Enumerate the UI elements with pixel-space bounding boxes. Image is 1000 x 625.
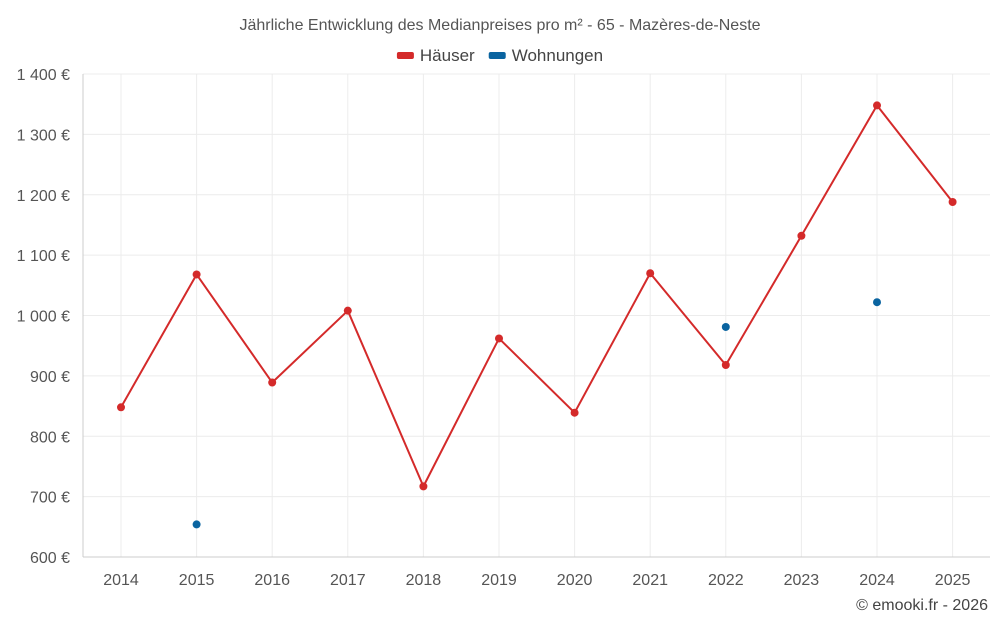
series-layer [117, 101, 957, 529]
y-tick-label: 1 300 € [17, 127, 70, 144]
legend-label: Häuser [420, 46, 475, 65]
data-point-haeuser[interactable] [117, 403, 125, 412]
x-tick-label: 2014 [103, 572, 139, 589]
data-point-haeuser[interactable] [721, 361, 730, 370]
series-line-haeuser [120, 104, 954, 488]
data-point-haeuser[interactable] [873, 101, 881, 110]
x-tick-label: 2015 [179, 572, 215, 589]
x-tick-label: 2018 [406, 572, 442, 589]
x-axis-ticks: 2014 2015 2016 2017 2018 2019 2020 2021 2022 2023… [103, 572, 970, 589]
chart-title: Jährliche Entwicklung des Medianpreises … [239, 17, 760, 34]
x-tick-label: 2021 [632, 572, 668, 589]
credit-text: © emooki.fr - 2026 [856, 597, 988, 614]
y-tick-label: 600 € [30, 550, 70, 567]
x-tick-label: 2017 [330, 572, 366, 589]
data-point-wohnungen[interactable] [192, 520, 201, 529]
x-tick-label: 2024 [859, 572, 895, 589]
x-tick-label: 2025 [935, 572, 971, 589]
legend-item-wohnungen[interactable]: Wohnungen [488, 46, 603, 65]
x-tick-label: 2020 [557, 572, 593, 589]
x-tick-label: 2023 [784, 572, 820, 589]
y-tick-label: 900 € [30, 369, 70, 386]
x-tick-label: 2022 [708, 572, 744, 589]
data-point-haeuser[interactable] [419, 482, 428, 491]
data-point-haeuser[interactable] [343, 306, 352, 315]
legend-swatch [488, 52, 506, 59]
legend: Häuser Wohnungen [396, 46, 603, 65]
legend-label: Wohnungen [512, 46, 603, 65]
data-point-wohnungen[interactable] [721, 322, 730, 331]
series-haeuser [117, 101, 957, 491]
gridlines [82, 73, 990, 558]
data-point-haeuser[interactable] [268, 378, 277, 387]
x-tick-label: 2016 [254, 572, 290, 589]
data-point-haeuser[interactable] [570, 408, 579, 417]
x-tick-label: 2019 [481, 572, 517, 589]
data-point-haeuser[interactable] [192, 270, 201, 279]
y-tick-label: 700 € [30, 490, 70, 507]
legend-item-haeuser[interactable]: Häuser [396, 46, 475, 65]
legend-swatch [396, 52, 414, 59]
y-tick-label: 1 100 € [17, 248, 70, 265]
data-point-haeuser[interactable] [797, 231, 806, 240]
data-point-haeuser[interactable] [646, 269, 655, 278]
y-tick-label: 1 400 € [17, 67, 70, 84]
series-wohnungen [192, 298, 881, 529]
y-tick-label: 800 € [30, 429, 70, 446]
y-tick-label: 1 000 € [17, 309, 70, 326]
data-point-haeuser[interactable] [948, 197, 957, 206]
data-point-wohnungen[interactable] [873, 298, 881, 307]
y-axis-ticks: 600 € 700 € 800 € 900 € 1 000 € 1 100 € 1 200 … [17, 67, 70, 567]
y-tick-label: 1 200 € [17, 188, 70, 205]
data-point-haeuser[interactable] [495, 334, 503, 343]
